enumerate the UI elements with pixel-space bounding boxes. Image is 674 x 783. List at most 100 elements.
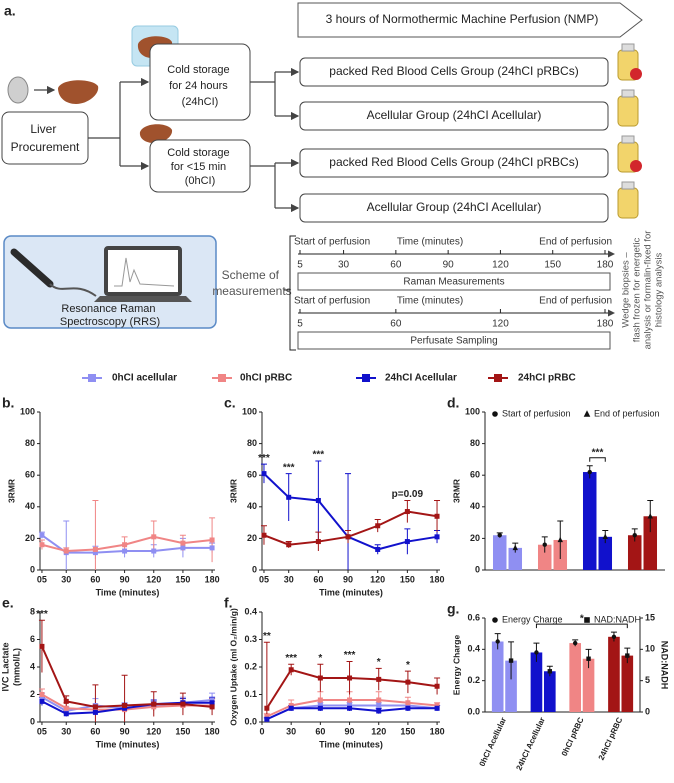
bar: [621, 655, 634, 712]
annotation: ***: [592, 447, 604, 458]
liver-icon: [139, 124, 173, 143]
annotation: *: [580, 614, 584, 625]
error-bar: [121, 674, 128, 722]
x-axis-title: Time (minutes): [319, 739, 383, 749]
x-tick-label: 120: [370, 574, 385, 584]
timeline-tick-label: 180: [597, 319, 614, 330]
point: [288, 703, 294, 708]
point: [122, 703, 128, 708]
point: [434, 513, 440, 519]
annotation: ***: [344, 650, 356, 661]
point: [347, 705, 353, 711]
series-line: [263, 510, 438, 546]
annotation: *: [318, 653, 322, 664]
y-tick-label: 100: [465, 406, 480, 416]
x-tick-label: 0hCI Acellular: [478, 716, 509, 768]
x-tick-label: 120: [146, 726, 161, 736]
timeline-box-label: Raman Measurements: [403, 277, 504, 288]
bar: [530, 652, 543, 712]
point: [434, 534, 440, 540]
point-marker: [586, 656, 591, 661]
timeline-tick-label: 5: [297, 319, 303, 330]
timeline-start: Start of perfusion: [294, 296, 370, 307]
point: [63, 705, 69, 711]
biopsy-label: Wedge biopsies – flash frozen for energe…: [621, 231, 665, 350]
y-tick-label: 80: [247, 438, 257, 448]
point: [151, 704, 157, 710]
probe-icon: [10, 248, 54, 288]
point: [404, 539, 410, 545]
point: [434, 683, 440, 689]
legend-label: NAD:NADH: [594, 614, 641, 624]
annotation: ***: [285, 653, 297, 664]
x-tick-label: 0hCI pRBC: [560, 716, 586, 758]
point: [264, 716, 270, 722]
significance-bracket: [589, 457, 606, 462]
point: [261, 532, 267, 538]
timeline-tick-label: 120: [492, 319, 509, 330]
y-tick-label: 20: [25, 533, 35, 543]
x-tick-label: 150: [175, 574, 190, 584]
x-tick-label: 120: [371, 726, 386, 736]
group-label: Acellular Group (24hCI Acellular): [367, 200, 542, 214]
y-tick-label: 0.4: [467, 644, 480, 654]
y-tick-label: 0: [475, 564, 480, 574]
point: [434, 703, 440, 708]
rrs-label: Resonance Raman Spectroscopy (RRS): [60, 303, 160, 328]
annotation: ***: [313, 450, 325, 461]
legend-marker: [218, 374, 226, 382]
panel-label: b.: [2, 395, 14, 411]
point-marker: [508, 658, 514, 663]
point: [375, 546, 381, 552]
x-tick-label: 120: [146, 574, 161, 584]
group-label: packed Red Blood Cells Group (24hCI pRBC…: [329, 155, 578, 169]
series-line: [41, 645, 213, 708]
point: [209, 537, 215, 543]
y-axis-title: 3RMR: [6, 479, 16, 503]
bar: [643, 516, 658, 570]
point: [288, 667, 294, 673]
group-box: [299, 148, 609, 178]
point: [92, 546, 98, 552]
y-tick-label: 20: [247, 533, 257, 543]
annotation: *: [377, 657, 381, 668]
x-tick-label: 0: [259, 726, 264, 736]
panel-label: d.: [447, 395, 459, 411]
point: [405, 705, 411, 711]
line: for <15 min: [171, 161, 226, 173]
y-tick-label: 80: [25, 438, 35, 448]
significance-bracket: [535, 623, 628, 629]
legend-marker: [492, 617, 498, 623]
bar: [505, 660, 517, 712]
point: [209, 700, 215, 706]
panel-label: e.: [2, 595, 14, 611]
y-tick-label: 0.4: [244, 606, 257, 616]
point: [39, 643, 45, 649]
x-tick-label: 60: [90, 574, 100, 584]
point: [405, 700, 411, 706]
x-axis-title: Time (minutes): [96, 587, 160, 597]
liver-icon: [58, 80, 99, 104]
point: [122, 548, 128, 554]
y-tick-label: 0.0: [244, 716, 257, 726]
legend-marker: [492, 411, 498, 417]
timeline-tick-label: 60: [390, 319, 402, 330]
point: [63, 698, 69, 704]
y-tick-label: 6: [30, 634, 35, 644]
point: [347, 675, 353, 681]
point: [434, 705, 440, 711]
bar: [569, 643, 582, 712]
group-box: [299, 101, 609, 131]
point: [375, 523, 381, 529]
legend-label: Energy Charge: [502, 614, 563, 624]
y-tick-label: 0.2: [467, 675, 480, 685]
point-marker: [611, 634, 617, 639]
point: [347, 703, 353, 708]
timeline-tick-label: 150: [544, 260, 561, 271]
spectrum-icon: [114, 257, 175, 287]
y-axis-title: 3RMR: [451, 479, 461, 503]
x-tick-label: 180: [430, 574, 445, 584]
y2-tick-label: 5: [645, 675, 650, 685]
y-tick-label: 60: [247, 470, 257, 480]
